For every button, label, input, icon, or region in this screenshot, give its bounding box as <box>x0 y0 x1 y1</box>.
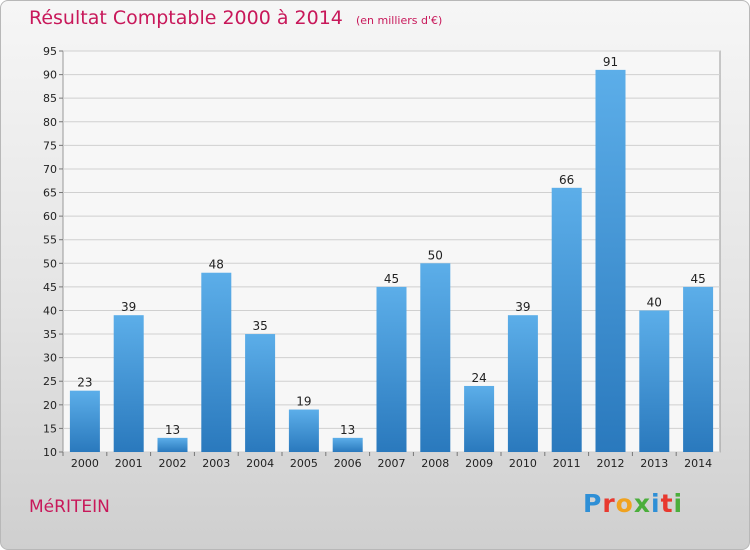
chart-title: Résultat Comptable 2000 à 2014 <box>29 7 343 29</box>
chart-title-block: Résultat Comptable 2000 à 2014 (en milli… <box>29 7 442 29</box>
logo-letter: i <box>651 489 661 518</box>
chart-unit-label: (en milliers d'€) <box>355 14 443 27</box>
y-tick-label: 75 <box>43 139 57 152</box>
bar-2010 <box>507 315 538 452</box>
y-tick-label: 80 <box>43 116 57 129</box>
bars <box>69 69 714 452</box>
y-tick-label: 85 <box>43 92 57 105</box>
bar-2008 <box>420 263 451 452</box>
x-tick-label: 2013 <box>640 457 668 470</box>
data-label-2010: 39 <box>515 300 530 314</box>
y-tick-label: 70 <box>43 163 57 176</box>
bar-2003 <box>201 272 232 452</box>
bar-2011 <box>551 187 582 452</box>
y-tick-label: 35 <box>43 328 57 341</box>
y-tick-label: 40 <box>43 304 57 317</box>
logo-letter: i <box>673 489 684 518</box>
data-label-2012: 91 <box>603 55 618 69</box>
logo-letter: t <box>660 489 674 518</box>
y-tick-label: 50 <box>43 257 57 270</box>
bar-2007 <box>376 286 407 452</box>
y-tick-label: 90 <box>43 69 57 82</box>
bar-2013 <box>639 310 670 452</box>
x-tick-label: 2000 <box>71 457 99 470</box>
x-tick-label: 2010 <box>509 457 537 470</box>
bar-2005 <box>288 409 319 452</box>
logo-letter: P <box>583 489 603 518</box>
x-tick-label: 2003 <box>202 457 230 470</box>
x-tick-label: 2001 <box>115 457 143 470</box>
data-label-2011: 66 <box>559 173 574 187</box>
bar-2002 <box>157 437 188 452</box>
bar-2012 <box>595 69 626 452</box>
y-tick-label: 95 <box>43 45 57 58</box>
bar-2004 <box>245 334 276 452</box>
x-tick-label: 2009 <box>465 457 493 470</box>
x-tick-label: 2007 <box>378 457 406 470</box>
bar-2006 <box>332 437 363 452</box>
y-tick-label: 15 <box>43 422 57 435</box>
bar-2014 <box>683 286 714 452</box>
y-tick-label: 60 <box>43 210 57 223</box>
x-tick-label: 2004 <box>246 457 274 470</box>
y-tick-label: 20 <box>43 399 57 412</box>
data-label-2000: 23 <box>77 376 92 390</box>
data-label-2006: 13 <box>340 423 355 437</box>
x-tick-label: 2002 <box>159 457 187 470</box>
data-label-2004: 35 <box>252 319 267 333</box>
data-label-2005: 19 <box>296 395 311 409</box>
y-axis: 10 15 20 25 30 35 40 45 50 55 60 65 70 75 80 85 90 95 <box>43 45 63 459</box>
data-label-2014: 45 <box>690 272 705 286</box>
x-tick-label: 2011 <box>553 457 581 470</box>
data-labels: 23 39 13 48 35 19 13 45 50 24 39 66 91 40 45 <box>77 55 705 437</box>
data-label-2008: 50 <box>428 248 443 262</box>
logo-letter: r <box>602 489 616 518</box>
bar-2009 <box>464 385 495 452</box>
y-tick-label: 10 <box>43 446 57 459</box>
proxiti-logo[interactable]: Proxiti <box>583 489 683 518</box>
y-tick-label: 65 <box>43 187 57 200</box>
y-tick-label: 25 <box>43 375 57 388</box>
data-label-2003: 48 <box>209 258 224 272</box>
data-label-2007: 45 <box>384 272 399 286</box>
logo-letter: x <box>633 489 651 518</box>
data-label-2002: 13 <box>165 423 180 437</box>
x-tick-label: 2012 <box>597 457 625 470</box>
x-tick-label: 2014 <box>684 457 712 470</box>
data-label-2013: 40 <box>647 295 662 309</box>
logo-letter: o <box>615 489 634 518</box>
x-tick-label: 2008 <box>421 457 449 470</box>
bar-2000 <box>69 390 100 452</box>
x-tick-label: 2005 <box>290 457 318 470</box>
bar-2001 <box>113 315 144 452</box>
x-axis: 2000 2001 2002 2003 2004 2005 2006 2007 2008 2009… <box>62 452 712 470</box>
data-label-2009: 24 <box>471 371 486 385</box>
y-tick-label: 45 <box>43 281 57 294</box>
x-tick-label: 2006 <box>334 457 362 470</box>
data-label-2001: 39 <box>121 300 136 314</box>
y-tick-label: 30 <box>43 352 57 365</box>
commune-name: MéRITEIN <box>29 497 110 517</box>
y-tick-label: 55 <box>43 234 57 247</box>
